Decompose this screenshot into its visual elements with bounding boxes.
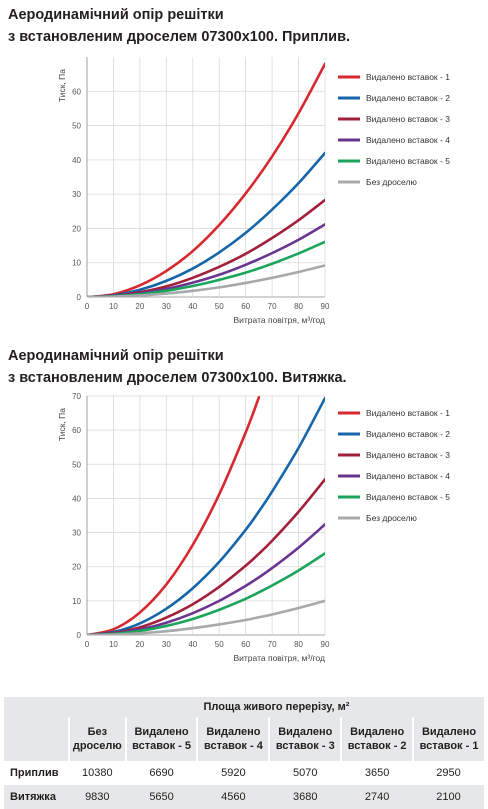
y-tick-label: 60 [72,87,81,96]
x-axis-label: Витрата повітря, м³/год [234,653,326,663]
x-axis-label: Витрата повітря, м³/год [234,315,326,325]
x-tick-label: 30 [162,640,171,649]
chart-exhaust: 0 10 20 30 40 50 60 70 0 10 20 30 40 50 60 70 80 90 Тиск, … [57,392,450,663]
chart2-title-line1: Аеродинамічний опір решітки [8,348,224,364]
series-line [87,523,325,635]
series-line [87,552,325,635]
table-col-header: Видалено вставок - 4 [196,717,270,761]
x-tick-label: 50 [215,302,224,311]
table-cell: 3680 [269,785,342,809]
x-tick-label: 20 [135,302,144,311]
legend-label: Без дроселю [366,177,417,187]
y-tick-label: 40 [72,156,81,165]
x-tick-label: 10 [109,640,118,649]
table-col-header: Видалено вставок - 1 [412,717,484,761]
x-tick-label: 90 [321,640,330,649]
y-tick-label: 20 [72,224,81,233]
legend-label: Видалено вставок - 1 [366,72,450,82]
table-cell: 5920 [221,767,246,779]
table-col-header: Видалено вставок - 3 [268,717,342,761]
x-tick-label: 0 [85,302,90,311]
y-tick-label: 60 [72,426,81,435]
table-cell: 3650 [364,767,390,779]
y-tick-label: 20 [72,563,81,572]
table-col-header: Видалено вставок - 2 [340,717,414,761]
x-tick-label: 50 [215,640,224,649]
legend-label: Без дроселю [366,513,417,523]
table-cell: 5650 [125,785,198,809]
x-tick-label: 70 [268,640,277,649]
table-cell: 10380 [82,767,113,779]
x-tick-label: 90 [321,302,330,311]
x-tick-label: 60 [241,302,250,311]
table-header-title: Площа живого перерізу, м² [203,701,350,713]
area-table: Площа живого перерізу, м² Без дроселю Ви… [4,697,484,809]
table-cell: 9830 [69,785,126,809]
y-tick-label: 40 [72,494,81,503]
table-cell: 2740 [341,785,414,809]
chart1-title-line1: Аеродинамічний опір решітки [8,7,224,23]
table-subheader-row: Без дроселю Видалено вставок - 5 Видален… [4,717,484,761]
table-row: Витяжка 9830 5650 4560 3680 2740 2100 [4,785,484,809]
table-header-row: Площа живого перерізу, м² [4,697,484,761]
x-tick-label: 30 [162,302,171,311]
legend-label: Видалено вставок - 4 [366,471,450,481]
table-cell: 2950 [436,767,461,779]
y-axis-label: Тиск, Па [57,408,67,441]
x-tick-label: 60 [241,640,250,649]
y-tick-label: 30 [72,190,81,199]
x-tick-label: 20 [135,640,144,649]
y-tick-label: 0 [77,631,82,640]
table-cell: 6690 [149,767,174,779]
x-tick-label: 70 [268,302,277,311]
x-tick-label: 80 [294,640,303,649]
x-tick-label: 0 [85,640,90,649]
series-line [87,599,325,635]
table-row: Приплив 10380 6690 5920 5070 3650 2950 [4,761,484,785]
y-tick-label: 50 [72,460,81,469]
legend-label: Видалено вставок - 2 [366,429,450,439]
chart-supply: 0 10 20 30 40 50 60 0 10 20 30 40 50 60 70 80 90 Тиск, Па… [57,57,450,325]
series-line [87,396,325,635]
table-cell: 4560 [197,785,270,809]
legend-label: Видалено вставок - 3 [366,114,450,124]
series-line [87,264,325,297]
table-cell: 5070 [293,767,318,779]
chart2-title: Аеродинамічний опір решітки з встановлен… [8,345,347,389]
y-tick-label: 10 [72,597,81,606]
legend-label: Видалено вставок - 5 [366,492,450,502]
table-cell: 2100 [413,785,484,809]
chart1-title: Аеродинамічний опір решітки з встановлен… [8,4,350,48]
x-tick-label: 40 [188,302,197,311]
legend-label: Видалено вставок - 2 [366,93,450,103]
y-tick-label: 50 [72,122,81,131]
y-axis-label: Тиск, Па [57,69,67,102]
table-col-header: Без дроселю [68,717,126,761]
y-tick-label: 10 [72,259,81,268]
y-tick-label: 70 [72,392,81,401]
legend-label: Видалено вставок - 5 [366,156,450,166]
x-tick-label: 10 [109,302,118,311]
y-tick-label: 30 [72,529,81,538]
row-label: Витяжка [4,785,69,809]
x-tick-label: 80 [294,302,303,311]
table-col-header: Видалено вставок - 5 [124,717,198,761]
legend-label: Видалено вставок - 3 [366,450,450,460]
series-line [87,62,325,297]
series-line [87,396,261,635]
row-label: Приплив [10,767,59,779]
y-tick-label: 0 [77,293,82,302]
chart1-title-line2: з встановленим дроселем 07300х100. Припл… [8,29,351,45]
legend-label: Видалено вставок - 1 [366,408,450,418]
chart2-title-line2: з встановленим дроселем 07300х100. Витяж… [8,370,347,386]
x-tick-label: 40 [188,640,197,649]
series-line [87,478,325,635]
legend-label: Видалено вставок - 4 [366,135,450,145]
